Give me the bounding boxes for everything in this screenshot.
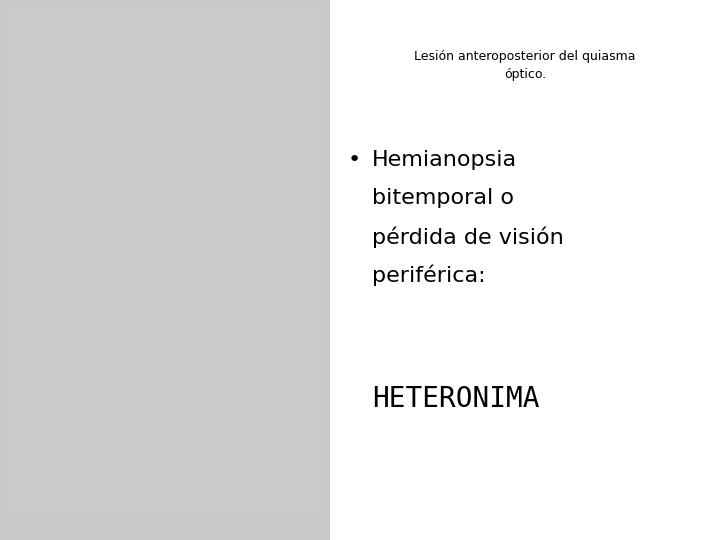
Text: periférica:: periférica: [372,264,485,286]
Text: bitemporal o: bitemporal o [372,188,514,208]
Text: •: • [348,150,361,170]
Text: Lesión anteroposterior del quiasma
óptico.: Lesión anteroposterior del quiasma óptic… [414,50,636,81]
Bar [0,0,330,540]
Bar [8,5,322,515]
Text: Hemianopsia: Hemianopsia [372,150,517,170]
Text: pérdida de visión: pérdida de visión [372,226,564,247]
Text: HETERONIMA: HETERONIMA [372,385,539,413]
